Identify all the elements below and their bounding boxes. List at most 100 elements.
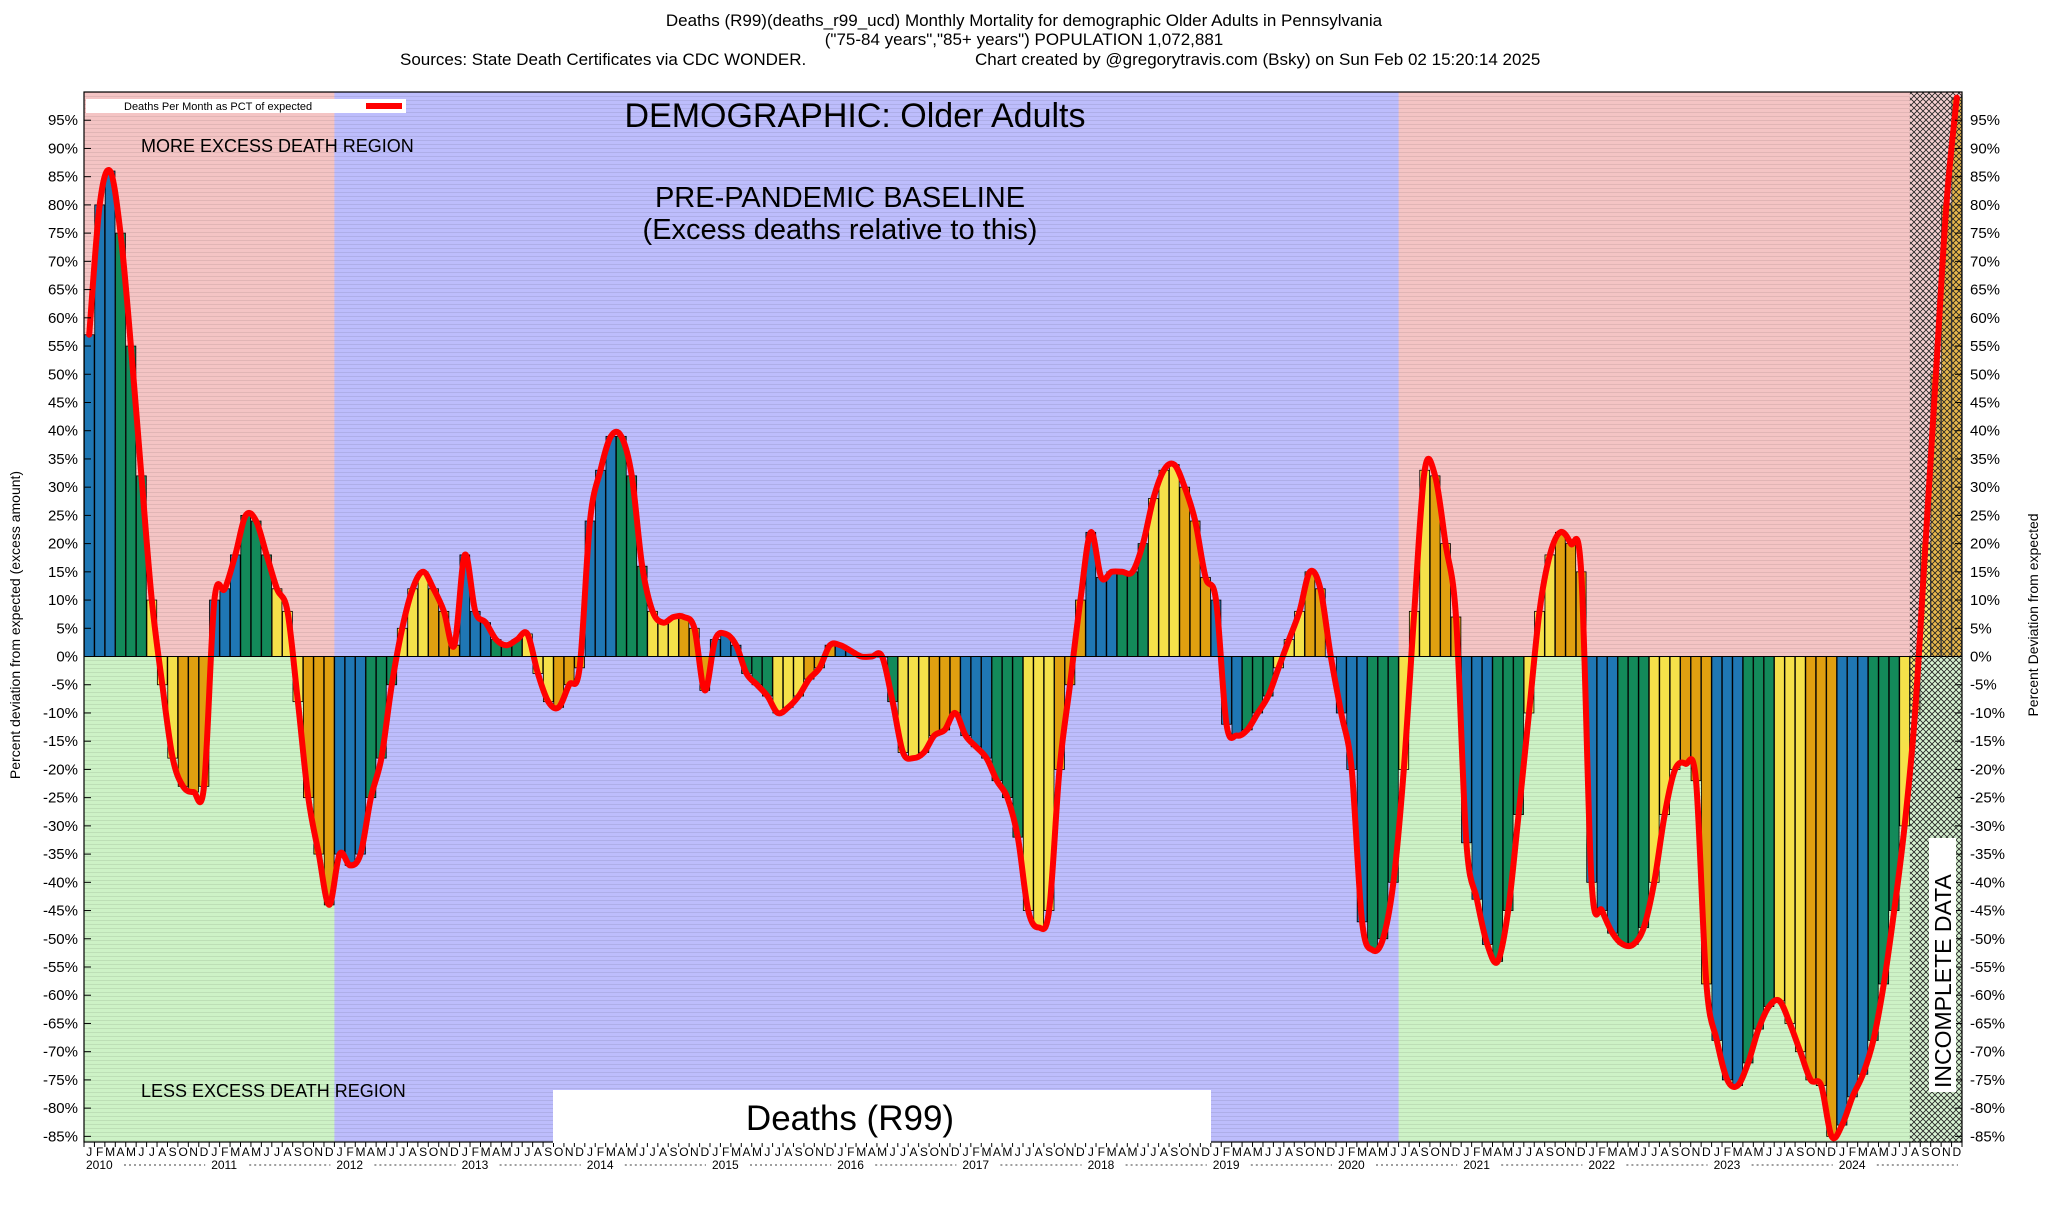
month-tick-label: F (847, 1145, 854, 1159)
y-tick-label-right: -40% (1970, 874, 2005, 891)
bar (1242, 656, 1253, 731)
month-tick-label: J (1714, 1145, 1720, 1159)
bar (1179, 486, 1191, 657)
month-tick-label: J (211, 1145, 217, 1159)
month-tick-label: D (826, 1145, 835, 1159)
bar (188, 656, 199, 793)
month-tick-label: O (679, 1145, 688, 1159)
month-tick-label: J (1338, 1145, 1344, 1159)
year-tick-label: 2010 (86, 1158, 113, 1172)
month-tick-label: M (251, 1145, 261, 1159)
y-tick-label-left: 85% (48, 169, 78, 186)
month-tick-label: F (346, 1145, 353, 1159)
month-tick-label: J (1516, 1145, 1522, 1159)
bar (1367, 656, 1378, 951)
month-tick-label: J (587, 1145, 593, 1159)
series-line (86, 94, 1960, 1142)
month-tick-label: A (784, 1145, 792, 1159)
month-tick-label: S (1796, 1145, 1804, 1159)
month-tick-label: A (492, 1145, 500, 1159)
bar (1231, 656, 1243, 736)
y-tick-label-left: 75% (48, 225, 78, 242)
chart-title: Deaths (R99)(deaths_r99_ucd) Monthly Mor… (666, 11, 1383, 30)
bar (323, 656, 335, 906)
y-tick-label-left: 50% (48, 366, 78, 383)
month-tick-label: A (1035, 1145, 1043, 1159)
month-tick-label: A (534, 1145, 542, 1159)
baseline-label-1: PRE-PANDEMIC BASELINE (655, 182, 1025, 214)
month-tick-label: A (158, 1145, 166, 1159)
bar (1680, 656, 1691, 765)
legend-label: Deaths Per Month as PCT of expected (124, 101, 312, 113)
month-tick-label: A (367, 1145, 375, 1159)
month-tick-label: M (1253, 1145, 1263, 1159)
month-tick-label: A (743, 1145, 751, 1159)
y-tick-label-left: -20% (43, 761, 78, 778)
stripe-texture (84, 92, 1962, 1142)
month-tick-label: M (1002, 1145, 1012, 1159)
y-tick-label-left: -15% (43, 733, 78, 750)
bar (344, 656, 356, 866)
month-tick-label: M (1357, 1145, 1367, 1159)
bar (929, 656, 940, 736)
y-tick-label-left: -65% (43, 1015, 78, 1032)
y-axis-label-left: Percent deviation from expected (excess … (7, 471, 23, 779)
bar (83, 334, 95, 657)
month-tick-label: D (200, 1145, 209, 1159)
month-tick-label: A (909, 1145, 917, 1159)
month-tick-label: O (429, 1145, 438, 1159)
y-tick-label-right: -70% (1970, 1044, 2005, 1061)
month-tick-label: M (376, 1145, 386, 1159)
y-tick-label-right: -45% (1970, 903, 2005, 920)
bar (1106, 571, 1117, 657)
month-tick-label: J (890, 1145, 896, 1159)
month-tick-label: J (1265, 1145, 1271, 1159)
y-tick-label-left: 15% (48, 564, 78, 581)
month-tick-label: S (169, 1145, 177, 1159)
month-tick-label: J (337, 1145, 343, 1159)
month-tick-label: O (804, 1145, 813, 1159)
y-tick-label-right: 60% (1970, 310, 2000, 327)
y-tick-label-right: 80% (1970, 197, 2000, 214)
month-tick-label: A (1494, 1145, 1502, 1159)
month-tick-label: J (1140, 1145, 1146, 1159)
bar (1815, 656, 1827, 1086)
month-tick-label: F (972, 1145, 979, 1159)
bar (1669, 656, 1681, 770)
month-tick-label: S (1546, 1145, 1554, 1159)
bar (991, 656, 1003, 782)
month-tick-label: A (1285, 1145, 1293, 1159)
month-tick-label: J (1891, 1145, 1897, 1159)
y-tick-label-left: 95% (48, 112, 78, 129)
month-tick-label: A (1243, 1145, 1251, 1159)
y-tick-label-right: 65% (1970, 282, 2000, 299)
y-tick-label-right: 35% (1970, 451, 2000, 468)
y-tick-label-right: -20% (1970, 761, 2005, 778)
month-tick-label: M (1858, 1145, 1868, 1159)
demographic-label: DEMOGRAPHIC: Older Adults (624, 97, 1085, 135)
month-tick-label: A (1619, 1145, 1627, 1159)
month-tick-label: N (1566, 1145, 1575, 1159)
y-tick-label-left: -80% (43, 1100, 78, 1117)
y-tick-label-left: 65% (48, 282, 78, 299)
month-tick-label: M (731, 1145, 741, 1159)
year-tick-label: 2018 (1088, 1158, 1115, 1172)
bar (1002, 656, 1013, 799)
bar (1805, 656, 1817, 1081)
month-tick-label: S (1421, 1145, 1429, 1159)
bar (918, 656, 930, 753)
chart-subtitle: ("75-84 years","85+ years") POPULATION 1… (825, 30, 1223, 49)
month-tick-label: M (752, 1145, 762, 1159)
bar (1158, 469, 1170, 657)
y-tick-label-right: 15% (1970, 564, 2000, 581)
y-tick-label-left: -40% (43, 874, 78, 891)
bar (1763, 656, 1775, 1007)
less-excess-label: LESS EXCESS DEATH REGION (141, 1081, 406, 1101)
month-tick-label: J (1589, 1145, 1595, 1159)
month-tick-label: O (304, 1145, 313, 1159)
bar (1742, 656, 1754, 1064)
month-tick-label: O (1556, 1145, 1565, 1159)
month-tick-label: O (1180, 1145, 1189, 1159)
bar (1826, 656, 1837, 1137)
month-tick-label: A (868, 1145, 876, 1159)
